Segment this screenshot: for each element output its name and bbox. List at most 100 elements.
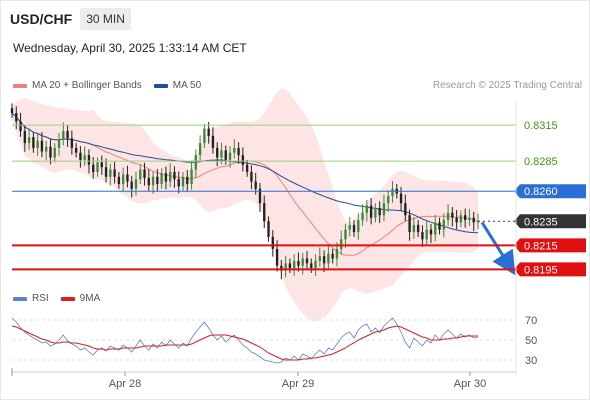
candle-body (459, 215, 463, 223)
candle-body (156, 176, 159, 184)
candle (374, 203, 377, 223)
candle (451, 207, 454, 227)
candle (194, 149, 198, 179)
candle (74, 143, 78, 158)
candle (318, 247, 321, 267)
candle (181, 171, 185, 192)
candle (66, 125, 69, 147)
level-label-0.8285: 0.8285 (524, 156, 558, 168)
candle (421, 225, 424, 247)
candle-body (451, 212, 454, 218)
rsi-tick-70: 70 (525, 315, 537, 327)
candle-body (284, 263, 287, 271)
candle-body (190, 169, 193, 184)
candle-body (147, 177, 150, 186)
rsi-line (11, 317, 479, 364)
candle (250, 165, 253, 190)
candle-body (374, 208, 377, 218)
candle-body (434, 222, 437, 235)
candle-body (220, 150, 223, 158)
candle-body (74, 147, 78, 153)
level-tag-0.8195: 0.8195 (514, 262, 586, 277)
candle (391, 181, 394, 203)
candle-body (203, 128, 206, 144)
candle (331, 248, 334, 264)
candle (455, 209, 458, 230)
candle (378, 201, 381, 223)
rsi-legend: RSI 9MA (13, 293, 100, 304)
candle-body (421, 232, 424, 240)
candle-body (271, 236, 274, 249)
candle-body (416, 224, 420, 233)
candle-body (348, 224, 351, 230)
candle-body (151, 176, 155, 186)
candle (382, 194, 386, 222)
candle (62, 122, 65, 146)
candle (429, 223, 433, 244)
candle (241, 147, 245, 172)
candle-body (36, 140, 39, 148)
candle-body (331, 253, 334, 259)
legend-ma50[interactable]: MA 50 (153, 80, 201, 91)
candle (117, 171, 121, 189)
candle (130, 175, 133, 198)
candle-body (83, 155, 86, 160)
candle-body (446, 212, 450, 221)
candle (139, 164, 142, 184)
candle-body (280, 265, 283, 271)
candle (156, 169, 159, 191)
legend-ma20[interactable]: MA 20 + Bollinger Bands (13, 80, 142, 91)
candle-body (27, 137, 31, 144)
level-tag-bg (514, 184, 586, 199)
candle (438, 217, 441, 235)
candle (245, 159, 249, 177)
candle-body (233, 147, 236, 153)
candle (258, 183, 262, 212)
candle-body (237, 147, 240, 156)
candle (301, 252, 304, 275)
candle-body (92, 164, 95, 172)
candle-body (45, 146, 48, 152)
candle (23, 125, 27, 152)
candle-body (263, 203, 266, 222)
candle (305, 250, 309, 271)
candle (297, 252, 300, 272)
candle (211, 127, 215, 154)
candle (344, 223, 347, 248)
candle (352, 220, 356, 237)
timeframe-button[interactable]: 30 MIN (80, 8, 131, 30)
legend-rsi[interactable]: RSI (13, 293, 49, 304)
candle (70, 130, 74, 155)
candle-body (327, 253, 330, 264)
candle (40, 132, 44, 158)
candle-body (70, 138, 74, 148)
candle (361, 204, 364, 226)
candle (404, 194, 407, 222)
candle-body (169, 171, 172, 182)
candle (216, 142, 219, 167)
candle-body (250, 171, 253, 182)
legend-rsi-ma[interactable]: 9MA (60, 293, 100, 304)
candle (310, 258, 313, 273)
candle-body (258, 188, 262, 204)
candle (425, 221, 428, 246)
candle-body (310, 263, 313, 269)
candle (284, 255, 287, 278)
candle-body (113, 169, 116, 177)
candle-body (352, 224, 356, 233)
candle (369, 197, 373, 225)
candle-body (408, 215, 411, 233)
ma50-swatch (153, 83, 168, 88)
ma50-line (11, 112, 478, 234)
level-label-0.8315: 0.8315 (524, 120, 558, 132)
rsi-panel: 70 50 30 (11, 315, 537, 367)
candle-body (245, 164, 249, 172)
candle (459, 210, 463, 228)
level-tag-text: 0.8260 (524, 186, 558, 198)
candle-body (66, 131, 69, 139)
candle (416, 220, 420, 237)
candle (190, 160, 193, 190)
candle-body (181, 176, 185, 187)
candle (173, 166, 176, 188)
